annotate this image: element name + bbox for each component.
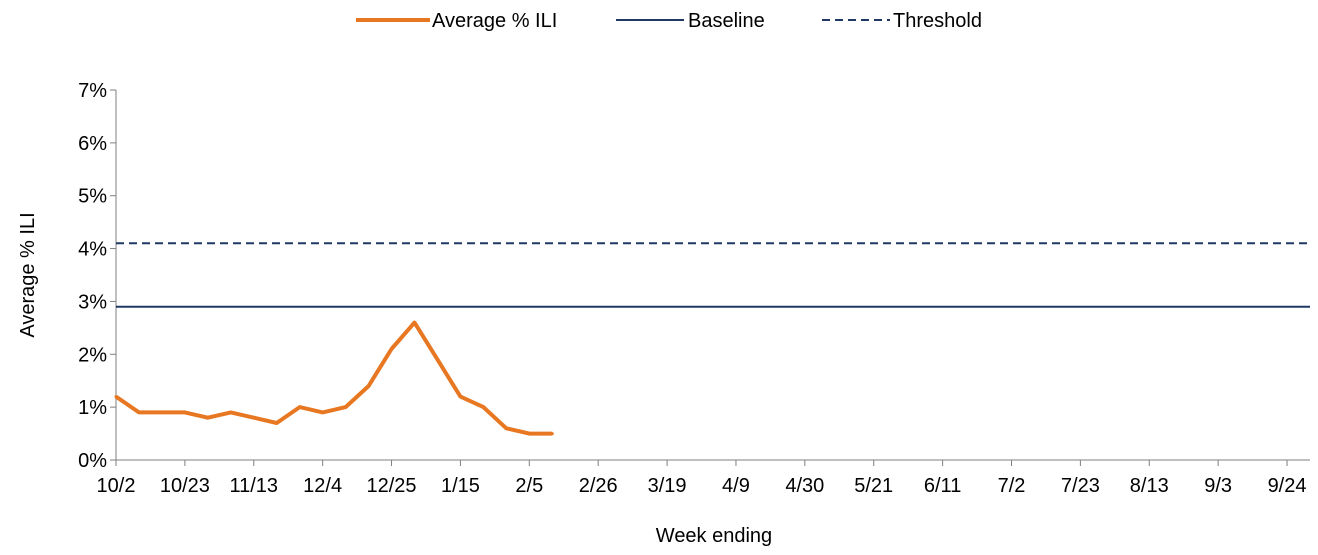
x-tick-label: 11/13 xyxy=(229,475,278,497)
ili-data-point xyxy=(550,432,554,436)
ili-data-point xyxy=(390,347,393,351)
x-tick-label: 4/9 xyxy=(722,475,750,497)
y-tick-label: 4% xyxy=(78,239,107,261)
x-tick-label: 9/24 xyxy=(1268,475,1307,497)
ili-data-point xyxy=(458,395,462,399)
ili-data-point xyxy=(298,405,302,409)
x-tick-label: 8/13 xyxy=(1130,475,1169,497)
y-axis: 0% 1% 2% 3% 4% 5% 6% 7% xyxy=(78,80,117,472)
legend-label-ili: Average % ILI xyxy=(432,10,557,32)
x-tick-label: 9/3 xyxy=(1204,475,1232,497)
y-tick-label: 2% xyxy=(78,344,107,366)
ili-data-point xyxy=(183,410,187,414)
y-tick-label: 5% xyxy=(78,186,107,208)
ili-series-line xyxy=(114,320,553,436)
plot-area xyxy=(114,242,1310,436)
y-tick-label: 7% xyxy=(78,80,107,102)
y-tick-label: 1% xyxy=(78,397,107,419)
x-tick-label: 4/30 xyxy=(785,475,824,497)
y-tick-label: 0% xyxy=(78,450,107,472)
x-tick-label: 7/23 xyxy=(1061,475,1100,497)
x-tick-label: 3/19 xyxy=(648,475,687,497)
ili-data-point xyxy=(481,405,485,409)
legend: Average % ILI Baseline Threshold xyxy=(356,10,982,32)
x-tick-label: 2/26 xyxy=(579,475,618,497)
ili-data-point xyxy=(367,384,371,388)
x-tick-label: 10/2 xyxy=(97,475,136,497)
x-tick-label: 12/4 xyxy=(303,475,342,497)
x-tick-label: 1/15 xyxy=(441,475,480,497)
x-tick-label: 5/21 xyxy=(854,475,893,497)
ili-data-point xyxy=(114,395,118,399)
ili-data-point xyxy=(321,410,325,414)
ili-data-point xyxy=(160,410,164,414)
ili-data-point xyxy=(436,358,439,362)
ili-data-point xyxy=(413,321,416,325)
ili-data-point xyxy=(137,410,141,414)
x-axis-title: Week ending xyxy=(656,525,772,547)
y-tick-label: 3% xyxy=(78,291,107,313)
ili-data-point xyxy=(252,416,256,420)
ili-data-point xyxy=(527,432,531,436)
y-tick-label: 6% xyxy=(78,133,107,155)
legend-label-threshold: Threshold xyxy=(893,10,982,32)
x-tick-label: 12/25 xyxy=(367,475,417,497)
x-tick-label: 10/23 xyxy=(160,475,210,497)
ili-data-point xyxy=(504,426,508,430)
x-tick-label: 2/5 xyxy=(515,475,543,497)
ili-data-point xyxy=(344,405,348,409)
legend-label-baseline: Baseline xyxy=(688,10,765,32)
x-tick-label: 6/11 xyxy=(924,475,961,497)
x-tick-label: 7/2 xyxy=(998,475,1026,497)
ili-data-point xyxy=(206,416,210,420)
ili-data-point xyxy=(229,410,233,414)
y-axis-title: Average % ILI xyxy=(17,212,39,337)
ili-data-point xyxy=(275,421,279,425)
x-axis: 10/2 10/23 11/13 12/4 12/25 1/15 2/5 2/26 3/19 4/… xyxy=(97,459,1310,497)
